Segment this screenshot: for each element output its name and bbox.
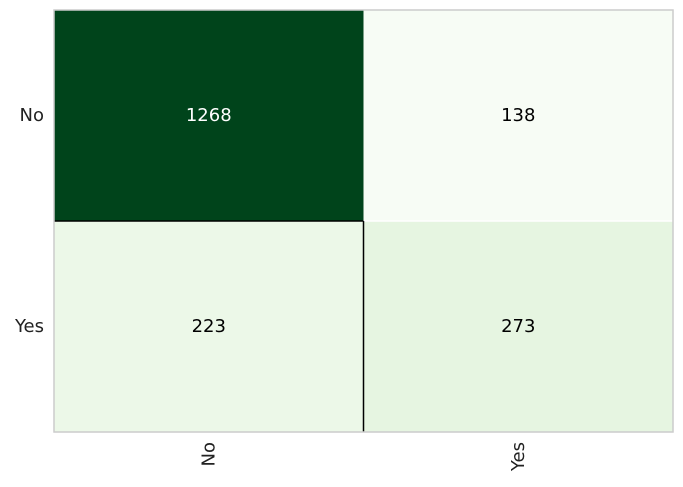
plot-frame <box>53 9 674 433</box>
cell-value-label-yes-no: 223 <box>192 316 226 337</box>
axes: No Yes No Yes <box>14 9 674 472</box>
cell-value-label-no-yes: 138 <box>501 105 535 126</box>
cell-value-label-no-no: 1268 <box>186 105 232 126</box>
heatmap-cell-no-no <box>54 10 364 221</box>
cell-value-label-yes-yes: 273 <box>501 316 535 337</box>
heatmap-cell-yes-yes <box>363 221 673 432</box>
x-tick-label-no: No <box>198 442 219 466</box>
x-tick-label-yes: Yes <box>508 442 529 472</box>
y-tick-label-yes: Yes <box>14 316 44 337</box>
y-tick-label-no: No <box>20 105 44 126</box>
heatmap-cell-yes-no <box>54 221 364 432</box>
heatmap-cell-no-yes <box>363 10 673 221</box>
heatmap-cell-labels: 1268 138 223 273 <box>186 105 536 337</box>
heatmap-cells <box>54 10 673 432</box>
